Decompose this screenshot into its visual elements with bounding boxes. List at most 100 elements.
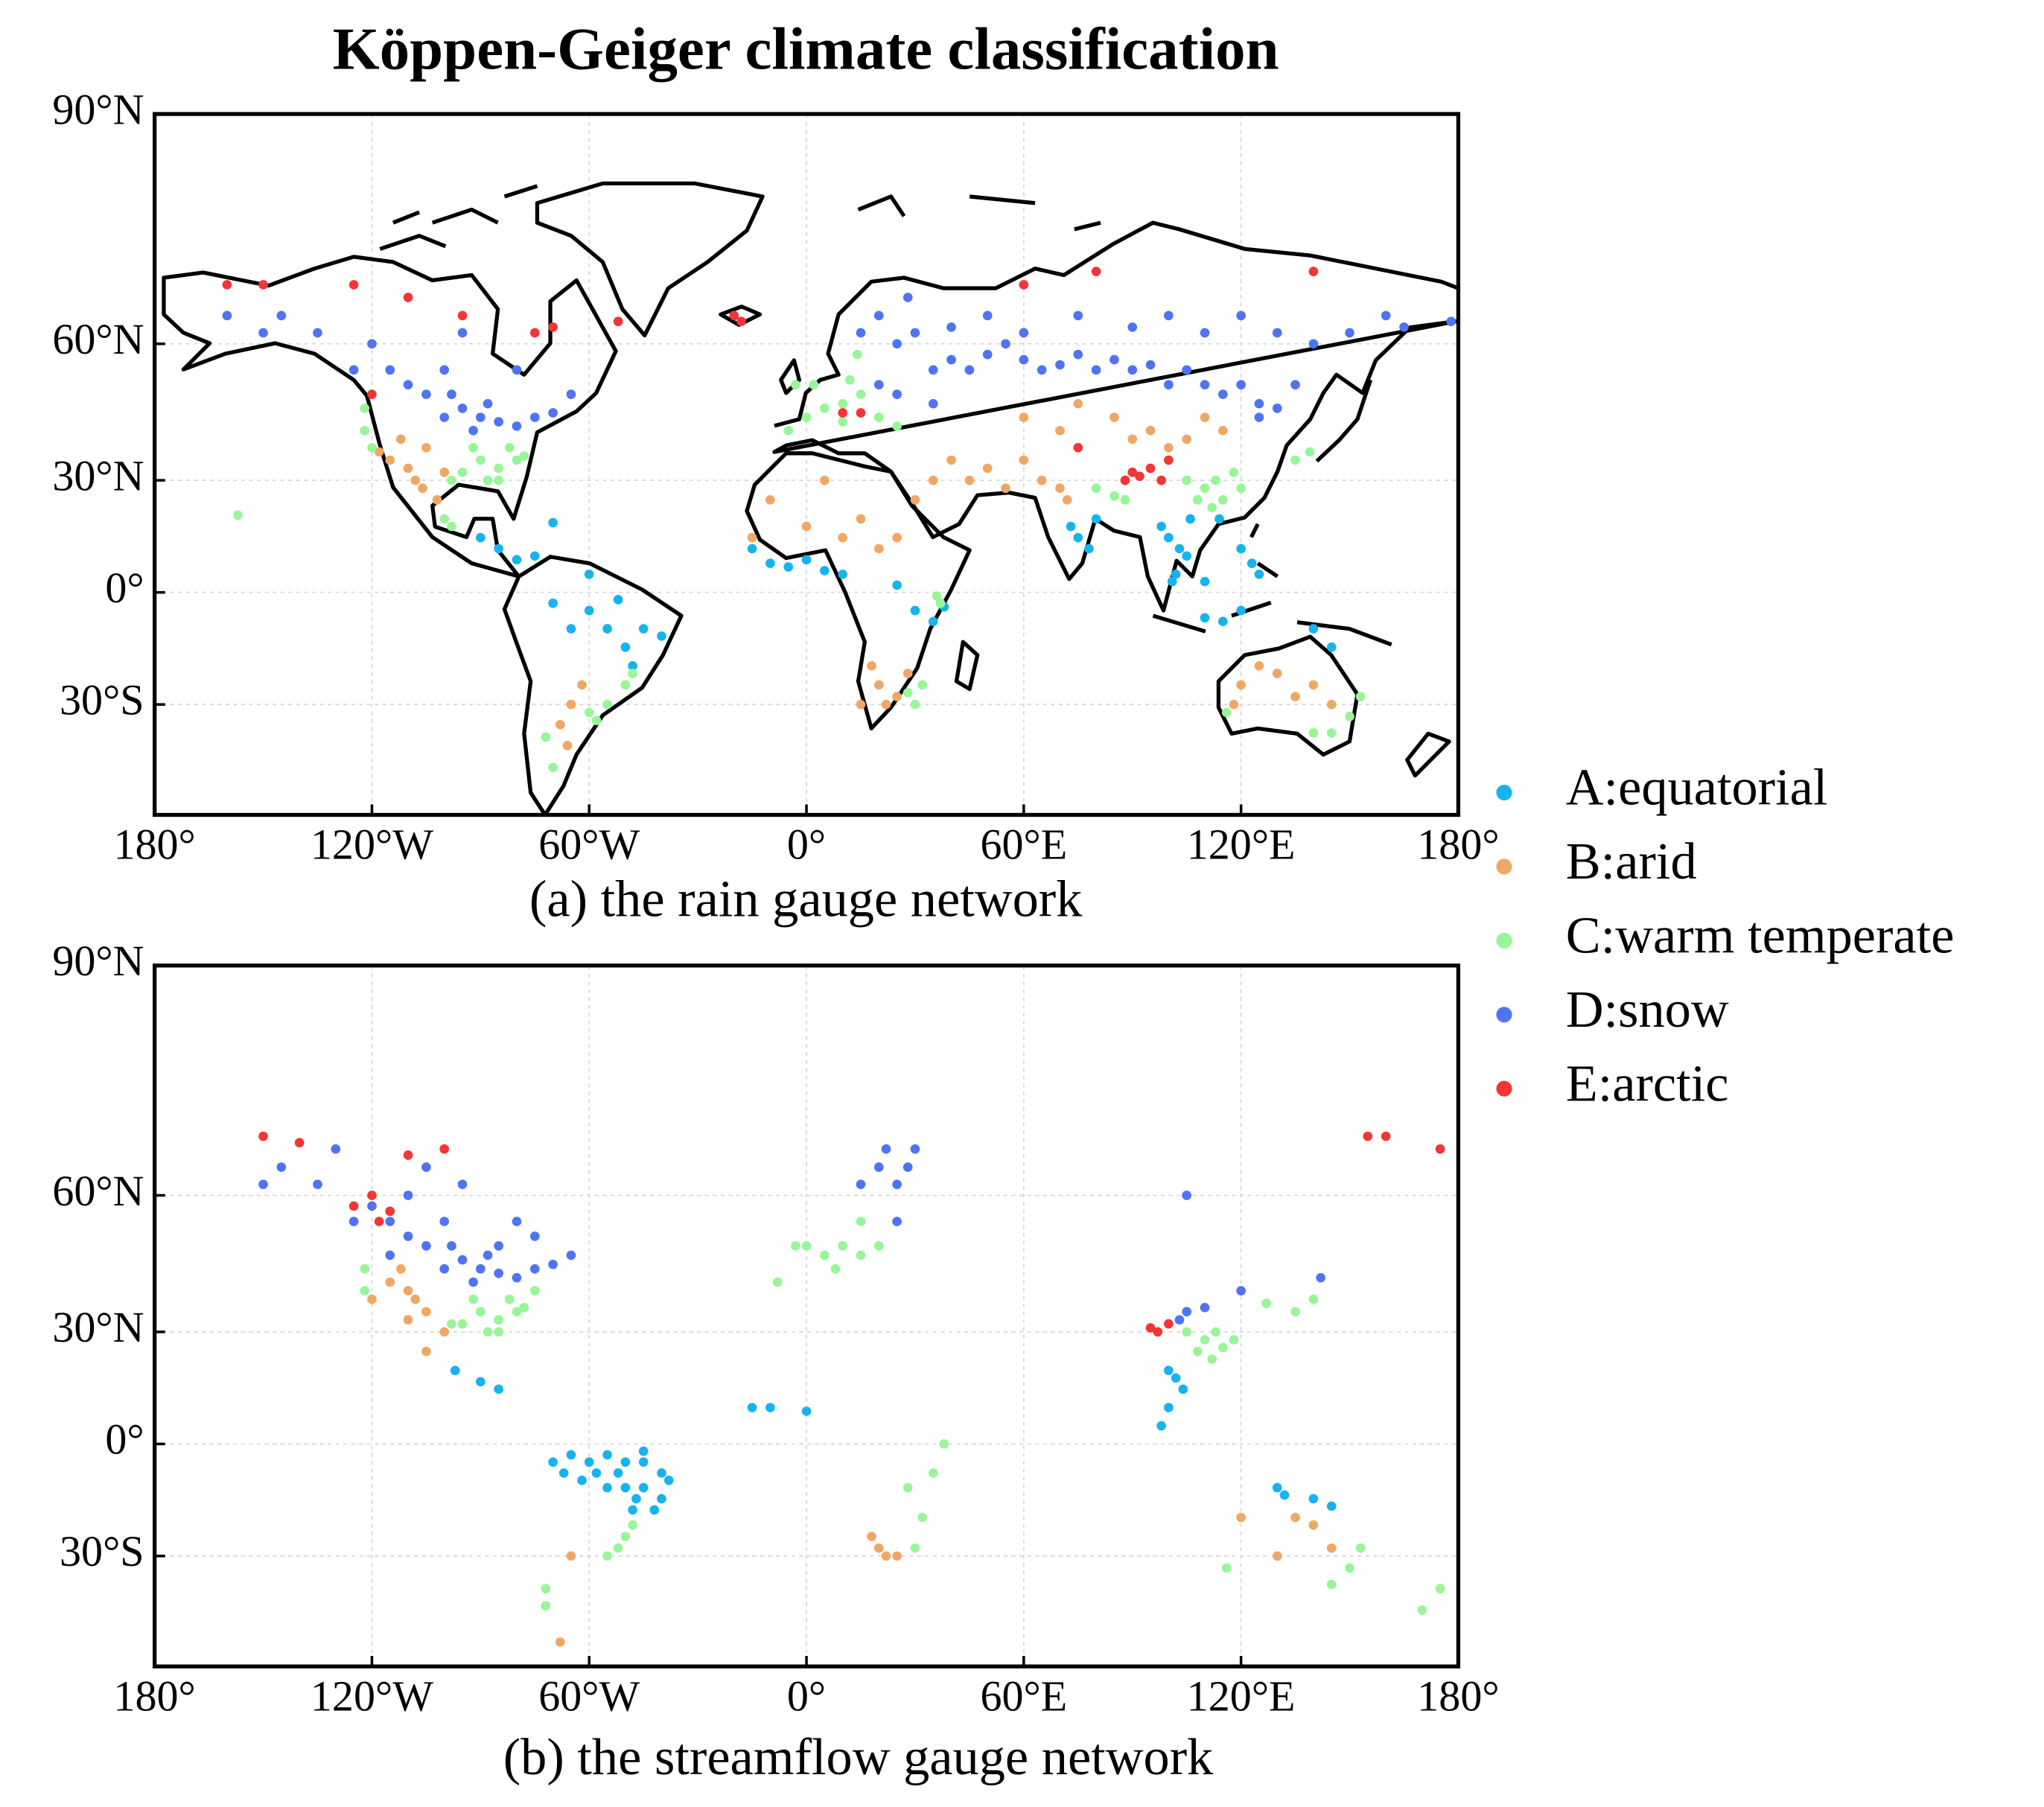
station-dot — [476, 412, 485, 422]
station-dot — [1055, 360, 1065, 370]
station-dot — [374, 1217, 384, 1226]
station-dot — [902, 1482, 913, 1493]
station-dot — [1019, 412, 1029, 422]
station-dot — [638, 624, 649, 634]
chart-title: Köppen-Geiger climate classification — [333, 15, 1279, 82]
station-dot — [1145, 425, 1156, 436]
station-dot — [457, 310, 468, 321]
station-dot — [331, 1144, 341, 1154]
station-dot — [928, 475, 938, 485]
station-dot — [946, 455, 956, 465]
station-dot — [820, 404, 830, 413]
station-dot — [558, 1468, 569, 1478]
station-dot — [494, 1268, 504, 1278]
station-dot — [1345, 1563, 1354, 1573]
station-dot — [348, 280, 359, 290]
station-dot — [468, 1277, 478, 1287]
x-tick-label: 180° — [114, 1671, 196, 1720]
station-dot — [584, 569, 594, 579]
station-dot — [1109, 412, 1119, 422]
y-tick-label: 30°S — [60, 676, 144, 724]
station-dot — [562, 741, 573, 750]
station-dot — [1127, 468, 1138, 477]
station-dot — [494, 475, 504, 485]
station-dot — [447, 475, 456, 485]
station-dot — [1145, 463, 1156, 474]
station-dot — [1178, 1384, 1188, 1395]
station-dot — [1164, 455, 1174, 465]
station-dot — [1290, 455, 1300, 465]
station-dot — [1236, 680, 1246, 690]
station-dot — [852, 349, 862, 360]
station-dot — [410, 1294, 421, 1304]
station-dot — [1073, 310, 1083, 321]
station-dot — [620, 1532, 631, 1541]
station-dot — [483, 1250, 493, 1261]
station-dot — [964, 365, 975, 375]
station-dot — [1001, 483, 1010, 494]
station-dot — [421, 1307, 431, 1317]
station-dot — [468, 442, 478, 453]
x-tick-label: 0° — [787, 1671, 826, 1720]
legend-label: C:warm temperate — [1566, 907, 1955, 965]
station-dot — [1001, 339, 1010, 349]
station-dot — [529, 328, 540, 338]
station-dot — [439, 1144, 450, 1154]
station-dot — [1200, 613, 1210, 623]
station-dot — [577, 1475, 587, 1485]
station-dot — [657, 1468, 666, 1478]
station-dot — [1290, 1307, 1300, 1317]
station-dot — [1164, 1403, 1174, 1412]
station-dot — [1308, 339, 1319, 349]
station-dot — [494, 1315, 504, 1325]
station-dot — [1326, 728, 1337, 738]
station-dot — [1192, 495, 1203, 505]
station-dot — [765, 495, 775, 505]
station-dot — [1171, 569, 1181, 579]
station-dot — [1164, 1319, 1174, 1329]
station-dot — [1200, 483, 1210, 494]
station-dot — [1290, 692, 1300, 701]
station-dot — [747, 532, 757, 543]
station-dot — [820, 566, 830, 576]
station-dot — [1254, 569, 1264, 579]
station-dot — [276, 310, 287, 321]
station-dot — [1091, 365, 1101, 375]
y-tick-label: 60°N — [52, 1167, 144, 1215]
station-dot — [783, 562, 794, 572]
stations — [222, 267, 1456, 773]
station-dot — [1435, 1144, 1445, 1154]
station-dot — [367, 442, 377, 453]
station-dot — [258, 1131, 268, 1141]
station-dot — [439, 1327, 450, 1337]
legend-label: A:equatorial — [1566, 759, 1828, 817]
station-dot — [403, 1286, 413, 1296]
station-dot — [504, 1294, 515, 1304]
station-dot — [403, 380, 413, 390]
station-dot — [367, 339, 377, 349]
station-dot — [1236, 544, 1246, 554]
station-dot — [856, 408, 866, 418]
station-dot — [410, 475, 421, 485]
station-dot — [1272, 1551, 1282, 1561]
legend-marker — [1496, 1080, 1512, 1097]
station-dot — [555, 1637, 565, 1647]
station-dot — [1229, 468, 1239, 477]
station-dot — [374, 447, 384, 457]
station-dot — [1019, 328, 1029, 338]
station-dot — [1164, 380, 1174, 390]
y-tick-label: 30°N — [52, 451, 144, 500]
station-dot — [892, 580, 902, 590]
station-dot — [1207, 503, 1217, 513]
station-dot — [367, 1201, 377, 1211]
station-dot — [873, 1543, 884, 1553]
station-dot — [820, 1250, 830, 1261]
station-dot — [483, 1327, 493, 1337]
station-dot — [1091, 514, 1101, 524]
station-dot — [403, 1315, 413, 1325]
station-dot — [1272, 1482, 1282, 1493]
station-dot — [1229, 1335, 1239, 1345]
station-dot — [1156, 1421, 1166, 1431]
station-dot — [222, 280, 232, 290]
